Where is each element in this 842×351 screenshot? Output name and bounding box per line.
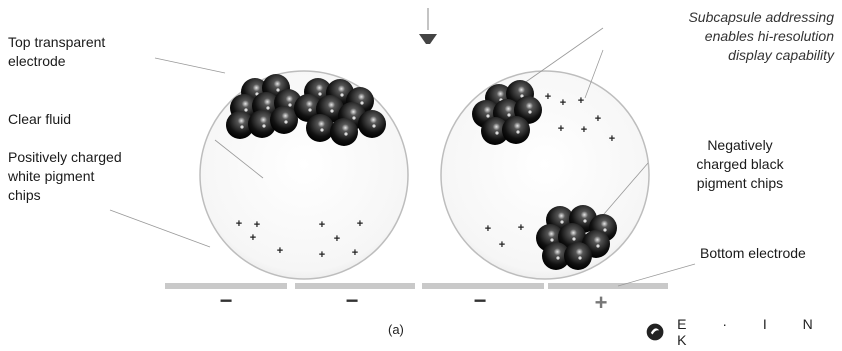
chip-highlight — [528, 110, 532, 114]
black-pigment-chip — [306, 114, 334, 142]
chip-highlight — [372, 124, 376, 128]
electrode-3 — [422, 283, 544, 289]
plus-sign: + — [319, 249, 325, 261]
chip-highlight — [240, 125, 244, 129]
chip-highlight — [318, 92, 322, 96]
chip-highlight — [320, 128, 324, 132]
black-pigment-chip — [270, 106, 298, 134]
plus-sign: + — [352, 247, 358, 259]
plus-sign: + — [277, 245, 283, 257]
label-clear-fluid: Clear fluid — [8, 111, 72, 127]
black-pigment-chip — [330, 118, 358, 146]
black-pigment-chip — [226, 111, 254, 139]
plus-sign: + — [319, 219, 325, 231]
black-pigment-chip — [358, 110, 386, 138]
plus-sign: + — [485, 223, 491, 235]
black-pigment-chip — [481, 117, 509, 145]
chip-highlight — [578, 256, 582, 260]
electrode-sign-4: + — [595, 290, 608, 315]
pipette-icon — [419, 8, 437, 44]
chip-highlight — [244, 108, 248, 112]
label-bottom-electrode: Bottom electrode — [700, 245, 806, 261]
electrode-sign-2: − — [346, 288, 359, 313]
eink-logo-text: E · I N K — [677, 316, 829, 348]
plus-sign: + — [236, 218, 242, 230]
eink-logo: E · I N K — [645, 316, 842, 348]
chip-highlight — [276, 88, 280, 92]
chip-highlight — [284, 120, 288, 124]
chip-highlight — [603, 228, 607, 232]
chip-highlight — [550, 238, 554, 242]
chip-highlight — [560, 220, 564, 224]
electrode-4 — [548, 283, 668, 289]
chip-highlight — [596, 244, 600, 248]
black-pigment-chip — [564, 242, 592, 270]
plus-sign: + — [558, 123, 564, 135]
electrodes — [165, 283, 668, 289]
plus-sign: + — [334, 233, 340, 245]
electrode-sign-3: − — [474, 288, 487, 313]
plus-sign: + — [609, 133, 615, 145]
plus-sign: + — [560, 97, 566, 109]
black-chip-cluster-right-top — [472, 80, 542, 145]
chip-highlight — [330, 109, 334, 113]
chip-highlight — [520, 94, 524, 98]
plus-sign: + — [250, 232, 256, 244]
plus-sign: + — [581, 124, 587, 136]
leader-white-chips — [109, 209, 211, 248]
plus-sign: + — [518, 222, 524, 234]
plus-sign: + — [357, 218, 363, 230]
chip-highlight — [352, 116, 356, 120]
plus-sign: + — [545, 91, 551, 103]
black-pigment-chip — [248, 110, 276, 138]
chip-highlight — [308, 108, 312, 112]
chip-highlight — [516, 130, 520, 134]
black-pigment-chip — [502, 116, 530, 144]
chip-highlight — [572, 237, 576, 241]
electrode-sign-1: − — [220, 288, 233, 313]
label-black-chips: Negatively charged black pigment chips — [696, 137, 784, 191]
leader-clear-fluid — [214, 139, 264, 179]
leader-top-electrode — [154, 57, 226, 74]
chip-highlight — [583, 219, 587, 223]
label-subcapsule: Subcapsule addressing enables hi-resolut… — [688, 9, 834, 63]
chip-highlight — [262, 124, 266, 128]
eink-logo-icon — [646, 323, 664, 341]
chip-highlight — [486, 114, 490, 118]
white-pigment-plus-signs: + +++++++ ++ + +++ +++++ — [236, 91, 615, 261]
chip-highlight — [495, 131, 499, 135]
label-white-chips: Positively charged white pigment chips — [8, 149, 122, 203]
leader-black-chips — [597, 162, 649, 222]
black-pigment-chip — [542, 242, 570, 270]
figure-caption: (a) — [388, 322, 404, 337]
leader-subcapsule-2 — [584, 49, 604, 99]
chip-highlight — [360, 101, 364, 105]
electrode-1 — [165, 283, 287, 289]
plus-sign: + — [595, 113, 601, 125]
chip-highlight — [340, 93, 344, 97]
black-chip-cluster-left-a — [226, 74, 302, 139]
chip-highlight — [507, 113, 511, 117]
plus-sign: + — [254, 219, 260, 231]
black-chip-cluster-left-b — [294, 78, 386, 146]
plus-sign: + — [499, 239, 505, 251]
chip-highlight — [556, 256, 560, 260]
label-top-electrode: Top transparent electrode — [8, 34, 106, 69]
plus-sign: + — [578, 95, 584, 107]
chip-highlight — [288, 103, 292, 107]
chip-highlight — [266, 106, 270, 110]
leader-subcapsule-1 — [519, 27, 604, 87]
chip-highlight — [344, 132, 348, 136]
electrode-2 — [295, 283, 415, 289]
leader-bottom-electrode — [617, 263, 696, 287]
black-chip-cluster-right-bottom — [536, 205, 617, 270]
